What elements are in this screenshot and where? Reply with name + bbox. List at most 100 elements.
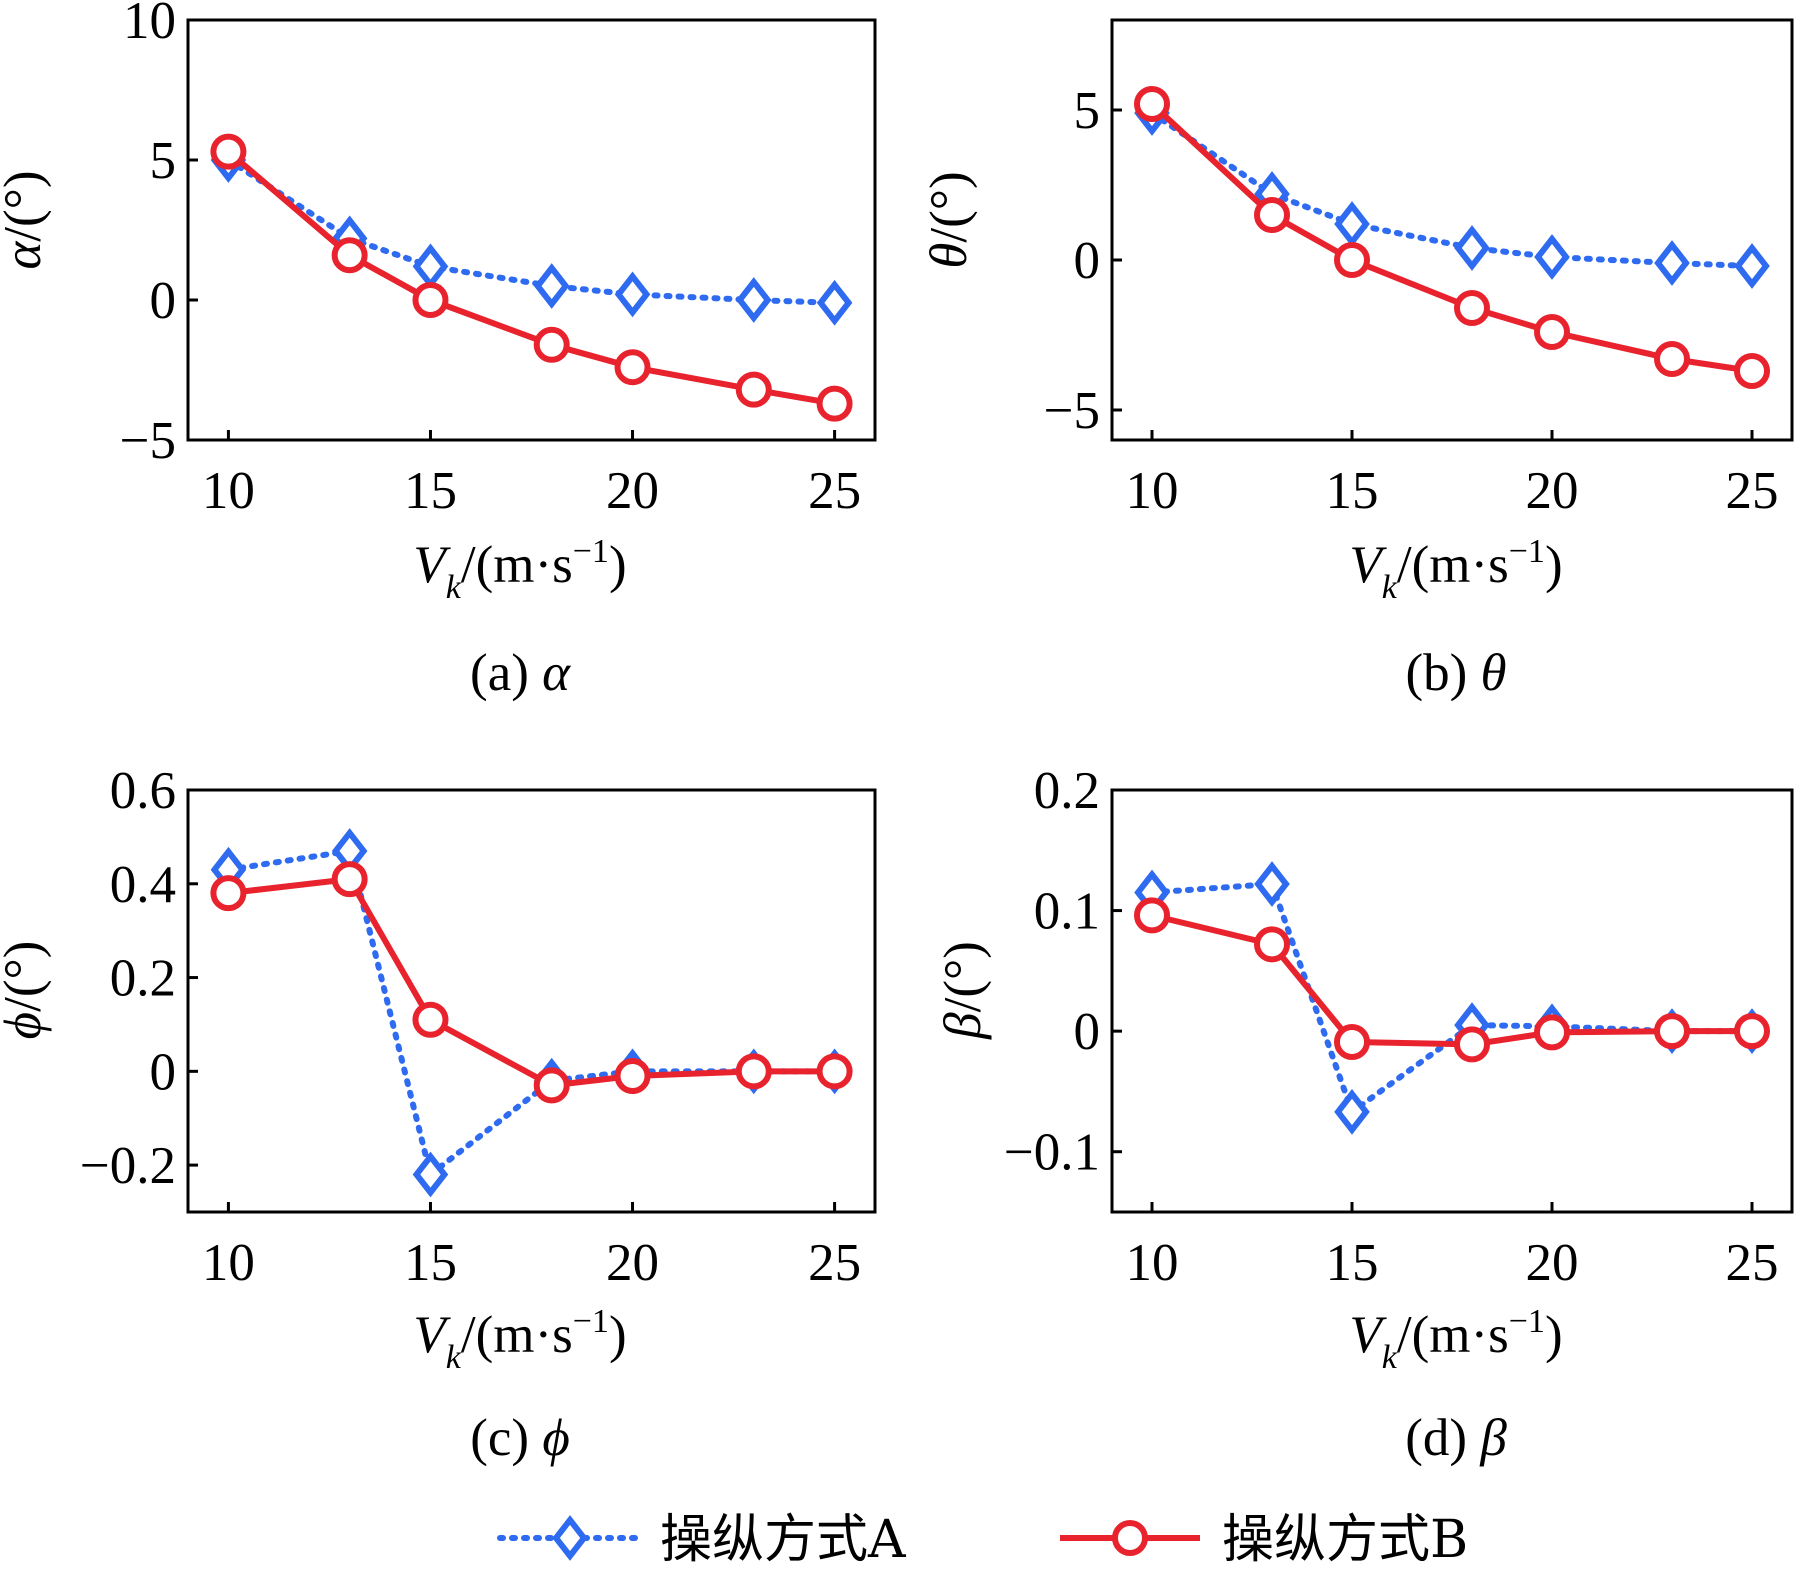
series-a-point	[412, 1151, 449, 1198]
series-a-point	[533, 263, 570, 309]
y-tick-label: 0.4	[110, 856, 176, 914]
series-b-point	[1334, 1023, 1370, 1060]
series-b-point	[331, 237, 368, 274]
series-b-point	[1134, 897, 1170, 934]
series-b-point	[1454, 1026, 1490, 1063]
y-tick-label: 0.2	[1034, 762, 1100, 820]
y-tick-label: 0	[1074, 1003, 1101, 1061]
y-tick-label: 5	[150, 132, 177, 190]
x-tick-label: 20	[606, 1234, 659, 1292]
series-b-point	[1334, 242, 1370, 278]
x-tick-label: 25	[808, 1234, 861, 1292]
panel-caption: (c) ϕ	[470, 1409, 570, 1467]
series-b-point	[210, 875, 247, 912]
x-axis-label: Vk/(m·s−1)	[413, 533, 626, 606]
series-b-point	[614, 349, 651, 386]
x-tick-label: 15	[1326, 1234, 1379, 1292]
x-tick-label: 15	[1326, 462, 1379, 520]
series-a-point	[1534, 234, 1570, 280]
y-tick-label: 5	[1074, 82, 1101, 140]
y-tick-label: 0	[150, 272, 177, 330]
x-axis-label: Vk/(m·s−1)	[413, 1303, 626, 1376]
y-axis-label: ϕ/(°)	[0, 941, 52, 1040]
x-tick-label: 20	[1526, 462, 1579, 520]
x-tick-label: 10	[1126, 1234, 1179, 1292]
panel-d-beta: 10 15 20 25 −0.1 0 0.1 0.2 β/(°) Vk/(m·s−1) (d)…	[934, 762, 1794, 1467]
series-a-point	[614, 271, 651, 318]
x-tick-label: 20	[1526, 1234, 1579, 1292]
panel-b-theta: 10 15 20 25 −5 0 5 θ/(°) Vk/(m·s−1) (b) θ	[920, 18, 1794, 702]
series-b-point	[1254, 926, 1290, 963]
series-b-point	[1534, 314, 1570, 350]
axes-frame	[1110, 788, 1794, 1214]
x-tick-label: 20	[606, 462, 659, 520]
plot-area: 10 15 20 25 −0.2 0 0.2 0.4 0.6	[80, 762, 877, 1292]
axes-frame	[1110, 18, 1794, 442]
plot-area: 10 15 20 25 −0.1 0 0.1 0.2	[1004, 762, 1794, 1292]
series-b-point	[1654, 341, 1690, 377]
series-b-point	[735, 371, 772, 408]
series-b-point	[816, 385, 853, 422]
legend-label-b: 操纵方式B	[1222, 1510, 1468, 1570]
y-tick-label: 0.1	[1034, 883, 1100, 941]
panel-caption: (d) β	[1405, 1409, 1507, 1467]
series-a-point	[816, 279, 853, 326]
y-tick-label: 0	[1074, 232, 1101, 290]
series-a-point	[735, 277, 772, 323]
y-tick-label: 0	[150, 1043, 177, 1101]
legend-marker-b	[1112, 1520, 1148, 1556]
x-tick-label: 25	[808, 462, 861, 520]
x-tick-label: 15	[404, 462, 457, 520]
y-tick-label: 0.2	[110, 950, 176, 1008]
x-axis-label: Vk/(m·s−1)	[1349, 1303, 1562, 1376]
y-tick-label: −5	[1044, 382, 1100, 440]
x-tick-label: 15	[404, 1234, 457, 1292]
y-axis-label: θ/(°)	[920, 171, 978, 268]
y-tick-label: −0.1	[1004, 1124, 1100, 1182]
x-tick-label: 10	[1126, 462, 1179, 520]
series-b-point	[1454, 290, 1490, 326]
series-b-point	[1534, 1014, 1570, 1051]
panel-a-alpha: 10 15 20 25 −5 0 5 10 α/(°) Vk/(m·s−1) (a) α	[0, 0, 877, 702]
axes-frame	[186, 18, 877, 442]
series-a-point	[1454, 225, 1490, 271]
series-b-point	[1734, 1013, 1770, 1050]
axes-frame	[186, 788, 877, 1214]
y-tick-label: 10	[123, 0, 176, 50]
series-b-point	[1134, 86, 1170, 122]
y-tick-label: −5	[120, 412, 176, 470]
series-b-point	[412, 282, 449, 318]
series-b-point	[1734, 353, 1770, 389]
series-b-point	[1254, 197, 1290, 233]
legend-label-a: 操纵方式A	[660, 1510, 907, 1570]
series-a-point	[1334, 1089, 1370, 1135]
series-b-point	[533, 326, 570, 363]
x-axis-label: Vk/(m·s−1)	[1349, 533, 1562, 606]
series-b-point	[1654, 1013, 1690, 1050]
plot-area: 10 15 20 25 −5 0 5 10	[120, 0, 877, 520]
series-a-point	[1254, 861, 1290, 907]
series-b-point	[735, 1053, 772, 1090]
series-b-point	[331, 861, 368, 898]
y-tick-label: 0.6	[110, 762, 176, 820]
series-a-point	[1734, 243, 1770, 289]
legend: 操纵方式A 操纵方式B	[497, 1510, 1468, 1570]
x-tick-label: 10	[202, 1234, 255, 1292]
series-b-point	[210, 133, 247, 170]
legend-marker-a	[552, 1515, 588, 1561]
series-b-point	[533, 1067, 570, 1104]
y-axis-label: α/(°)	[0, 170, 52, 269]
y-axis-label: β/(°)	[934, 941, 992, 1040]
series-a-point	[1654, 240, 1690, 286]
x-tick-label: 25	[1726, 1234, 1779, 1292]
plot-area: 10 15 20 25 −5 0 5	[1044, 18, 1794, 520]
y-tick-label: −0.2	[80, 1137, 176, 1195]
panel-caption: (b) θ	[1405, 644, 1506, 702]
x-tick-label: 10	[202, 462, 255, 520]
series-b-point	[614, 1058, 651, 1095]
series-b-point	[412, 1001, 449, 1038]
x-tick-label: 25	[1726, 462, 1779, 520]
panel-caption: (a) α	[470, 644, 571, 702]
